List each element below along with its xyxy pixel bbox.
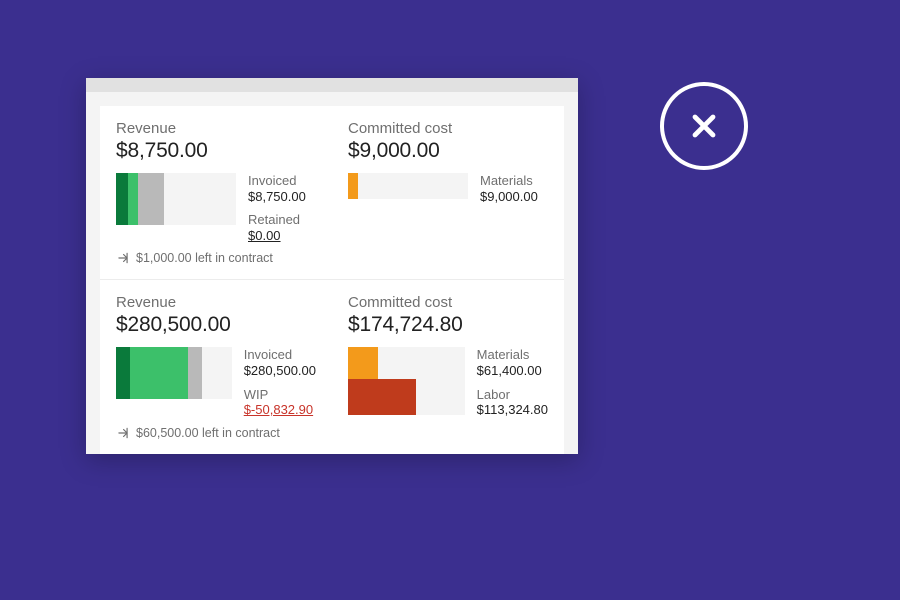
summary-row: Revenue $8,750.00 Invoiced $8,750.00 (100, 106, 564, 279)
committed-amount: $174,724.80 (348, 313, 548, 337)
close-icon (686, 108, 722, 144)
dashboard-window: Revenue $8,750.00 Invoiced $8,750.00 (86, 78, 578, 454)
revenue-amount: $280,500.00 (116, 313, 316, 337)
committed-chart (348, 173, 468, 199)
revenue-chart (116, 347, 232, 399)
legend-labor: Labor $113,324.80 (477, 387, 548, 418)
com-bar-labor (348, 379, 465, 415)
revenue-card: Revenue $280,500.00 Invoiced $280,500. (100, 280, 332, 453)
revenue-footnote: $60,500.00 left in contract (116, 426, 316, 440)
legend-invoiced: Invoiced $8,750.00 (248, 173, 306, 204)
revenue-footnote: $1,000.00 left in contract (116, 251, 316, 265)
legend-invoiced: Invoiced $280,500.00 (244, 347, 316, 378)
revenue-legend: Invoiced $8,750.00 Retained $0.00 (248, 173, 306, 243)
revenue-title: Revenue (116, 294, 316, 311)
revenue-chart (116, 173, 236, 225)
revenue-chart-line: Invoiced $280,500.00 WIP $-50,832.90 (116, 347, 316, 417)
rev-seg-green (128, 173, 138, 225)
close-button[interactable] (660, 82, 748, 170)
committed-chart (348, 347, 465, 415)
committed-amount: $9,000.00 (348, 139, 548, 163)
revenue-legend: Invoiced $280,500.00 WIP $-50,832.90 (244, 347, 316, 417)
revenue-title: Revenue (116, 120, 316, 137)
arrow-right-icon (116, 251, 130, 265)
rev-seg-dark (116, 347, 130, 399)
rev-seg-green (130, 347, 188, 399)
legend-wip: WIP $-50,832.90 (244, 387, 316, 418)
rev-seg-grey (188, 347, 202, 399)
committed-card: Committed cost $9,000.00 Materials $9,00… (332, 106, 564, 279)
com-seg-orange (348, 173, 358, 199)
com-bar-materials (348, 347, 465, 379)
rev-seg-dark (116, 173, 128, 225)
legend-retained: Retained $0.00 (248, 212, 306, 243)
legend-materials: Materials $9,000.00 (480, 173, 538, 204)
committed-legend: Materials $61,400.00 Labor $113,324.80 (477, 347, 548, 417)
window-titlebar (86, 78, 578, 92)
rev-seg-grey (138, 173, 164, 225)
card-rows: Revenue $8,750.00 Invoiced $8,750.00 (86, 92, 578, 454)
summary-row: Revenue $280,500.00 Invoiced $280,500. (100, 279, 564, 453)
revenue-amount: $8,750.00 (116, 139, 316, 163)
committed-chart-line: Materials $9,000.00 (348, 173, 548, 204)
committed-legend: Materials $9,000.00 (480, 173, 538, 204)
revenue-chart-line: Invoiced $8,750.00 Retained $0.00 (116, 173, 316, 243)
arrow-right-icon (116, 426, 130, 440)
committed-title: Committed cost (348, 120, 548, 137)
committed-card: Committed cost $174,724.80 Materials (332, 280, 564, 453)
revenue-card: Revenue $8,750.00 Invoiced $8,750.00 (100, 106, 332, 279)
committed-chart-line: Materials $61,400.00 Labor $113,324.80 (348, 347, 548, 417)
legend-materials: Materials $61,400.00 (477, 347, 548, 378)
committed-title: Committed cost (348, 294, 548, 311)
